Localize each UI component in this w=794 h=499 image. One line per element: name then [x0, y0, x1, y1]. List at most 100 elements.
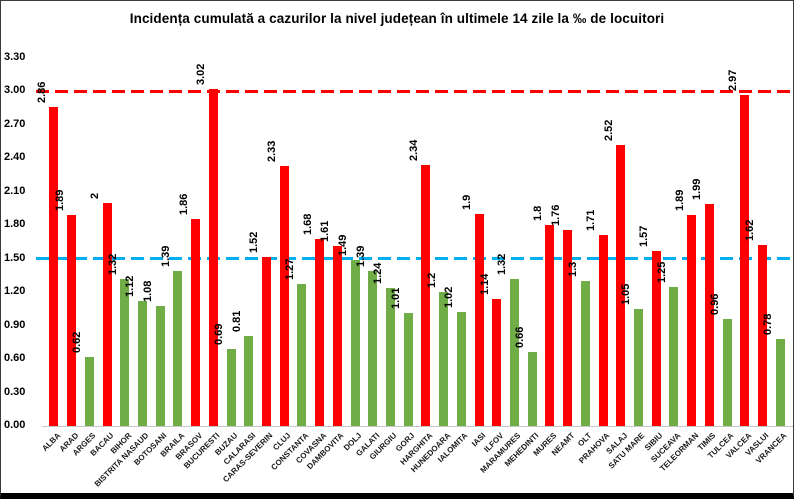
- bar-giurgiu: [385, 287, 395, 426]
- y-axis-tick-label: 2.70: [4, 117, 26, 130]
- bar-value-label: 0.81: [230, 310, 243, 332]
- bar-tulcea: [722, 318, 732, 426]
- bar-mehedinti: [527, 352, 537, 426]
- bar-value-label: 1.57: [638, 225, 651, 247]
- bar-maramures: [509, 278, 519, 426]
- chart-title: Incidența cumulată a cazurilor la nivel …: [129, 11, 665, 26]
- bar-dambovita: [332, 246, 342, 426]
- bar-value-label: 3.02: [195, 63, 208, 86]
- plot-area: 2.86 ALBA 1.89 ARAD 0.62 ARGES 2 BACAU 1.32 BIHOR…: [36, 58, 793, 489]
- bar-value-label: 1.39: [159, 245, 172, 267]
- y-axis-tick-label: 1.50: [4, 251, 26, 264]
- bar-value-label: 1.49: [337, 234, 349, 256]
- bar-value-label: 1.89: [673, 189, 686, 212]
- bar-prahova: [598, 235, 608, 426]
- y-axis-tick-label: 0.30: [4, 385, 26, 398]
- y-axis-tick-label: 3.00: [4, 84, 26, 97]
- bar-value-label: 1.2: [425, 272, 438, 289]
- bar-botosani: [155, 305, 165, 426]
- bar-cluj: [279, 166, 289, 426]
- y-axis-tick-label: 1.20: [4, 285, 26, 298]
- bar-value-label: 0.69: [213, 323, 225, 346]
- bar-covasna: [315, 238, 325, 426]
- bar-teleorman: [687, 215, 697, 426]
- bar-value-label: 1.32: [106, 253, 119, 275]
- bar-vaslui: [757, 245, 767, 426]
- bar-value-label: 0.96: [709, 293, 721, 315]
- bar-bistrita-nasaud: [137, 301, 147, 426]
- x-axis-line: [42, 426, 793, 427]
- bar-value-label: 1.24: [372, 262, 385, 284]
- bar-ialomita: [456, 312, 466, 426]
- bar-value-label: 1.25: [655, 261, 668, 283]
- bar-value-label: 0.66: [514, 326, 527, 349]
- bar-value-label: 1.32: [496, 253, 509, 275]
- bar-value-label: 0.78: [762, 313, 775, 336]
- bar-value-label: 2.33: [266, 140, 279, 163]
- bar-value-label: 1.86: [177, 193, 190, 215]
- bar-value-label: 1.12: [124, 275, 137, 298]
- bar-bihor: [120, 278, 130, 426]
- bar-value-label: 2.97: [726, 69, 739, 91]
- bar-calarasi: [244, 335, 254, 426]
- bar-value-label: 1.76: [549, 204, 562, 226]
- bar-value-label: 1.61: [319, 221, 332, 243]
- bar-iasi: [474, 214, 484, 426]
- bar-buzau: [226, 349, 236, 426]
- y-axis-tick-label: 0.60: [4, 352, 26, 365]
- bar-value-label: 1.08: [142, 280, 155, 302]
- bar-arad: [67, 215, 77, 426]
- bar-value-label: 1.9: [461, 194, 473, 211]
- bar-value-label: 2: [89, 192, 101, 199]
- y-axis-tick-label: 3.30: [4, 51, 26, 63]
- bar-salaj: [616, 144, 626, 426]
- bar-value-label: 2.34: [407, 139, 420, 162]
- bar-galati: [368, 271, 378, 426]
- bar-value-label: 1.3: [567, 261, 580, 278]
- bar-value-label: 1.02: [443, 286, 456, 309]
- bar-satu-mare: [633, 308, 643, 426]
- bar-value-label: 2.86: [35, 81, 48, 104]
- bar-bucuresti: [208, 89, 218, 426]
- bar-value-label: 1.52: [248, 231, 261, 253]
- bar-valcea: [740, 94, 750, 426]
- bar-vrancea: [775, 339, 785, 426]
- bar-value-label: 1.14: [478, 273, 491, 295]
- y-axis-tick-label: 0.90: [4, 318, 26, 331]
- bar-brasov: [191, 218, 201, 426]
- bar-value-label: 1.89: [53, 189, 66, 212]
- y-axis-tick-label: 2.10: [4, 184, 26, 197]
- bar-value-label: 1.62: [744, 219, 757, 242]
- reference-line-blue-threshold: [36, 257, 792, 261]
- bar-harghita: [421, 165, 431, 426]
- bar-alba: [49, 107, 59, 426]
- bar-dolj: [350, 259, 360, 426]
- bar-value-label: 1.68: [301, 213, 314, 235]
- y-axis-tick-label: 2.40: [4, 151, 26, 164]
- bar-value-label: 1.05: [620, 283, 633, 305]
- bar-value-label: 1.01: [390, 287, 403, 310]
- bar-hunedoara: [439, 292, 449, 426]
- bar-bacau: [102, 202, 112, 426]
- bar-braila: [173, 271, 183, 426]
- bar-ilfov: [492, 298, 502, 426]
- reference-line-red-threshold: [36, 89, 792, 93]
- bar-value-label: 2.52: [602, 119, 615, 141]
- bar-value-label: 1.71: [585, 209, 597, 232]
- bar-neamt: [563, 229, 573, 426]
- bar-value-label: 1.99: [691, 178, 704, 201]
- y-axis-tick-label: 1.80: [4, 218, 26, 231]
- bar-value-label: 0.62: [71, 331, 84, 353]
- bar-sibiu: [651, 250, 661, 426]
- bar-suceava: [669, 286, 679, 426]
- bar-arges: [84, 356, 94, 426]
- bar-gorj: [403, 313, 413, 426]
- bar-value-label: 1.27: [283, 258, 296, 281]
- bar-olt: [580, 281, 590, 426]
- bar-mures: [545, 225, 555, 426]
- bar-caras-severin: [261, 256, 271, 426]
- bar-value-label: 1.39: [354, 245, 367, 267]
- bar-constanta: [297, 284, 307, 426]
- bar-value-label: 1.8: [531, 205, 544, 222]
